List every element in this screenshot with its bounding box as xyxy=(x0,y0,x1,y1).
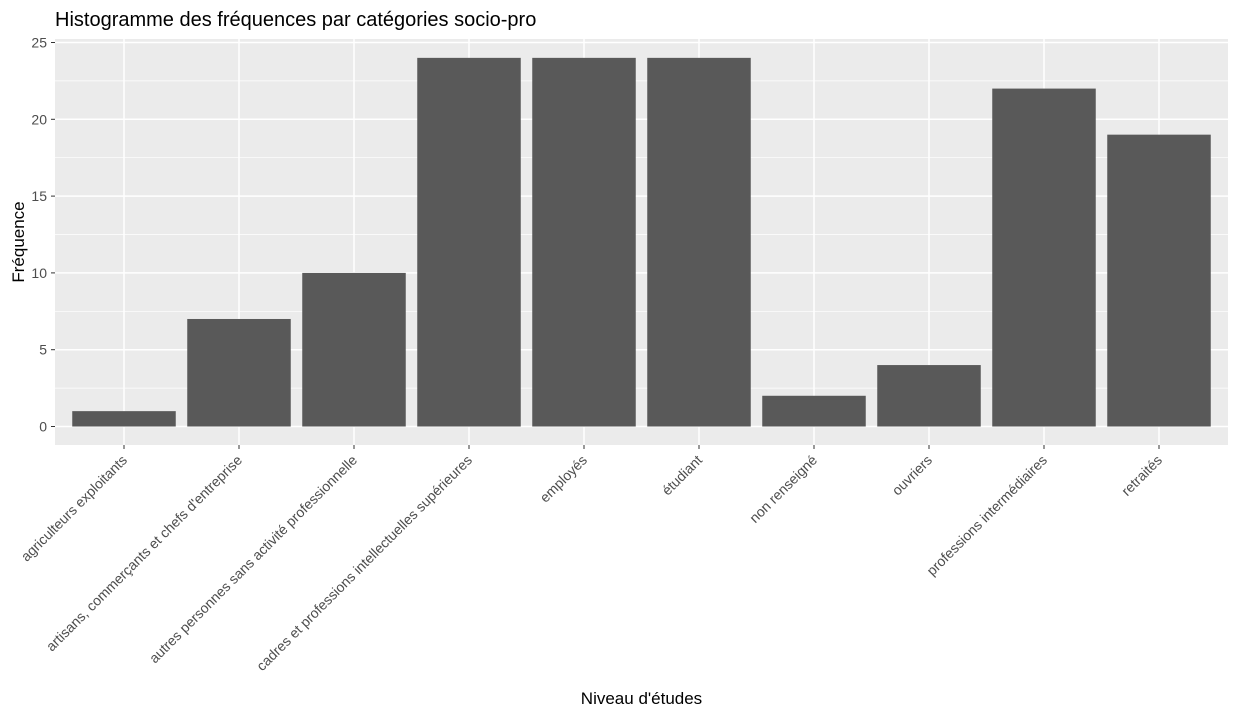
y-axis: 0 5 10 15 20 25 xyxy=(31,35,55,435)
bar xyxy=(1107,134,1211,427)
x-tick-label: artisans, commerçants et chefs d'entrepr… xyxy=(43,452,246,655)
bar xyxy=(187,318,291,427)
x-tick-label: employés xyxy=(536,452,590,506)
bar xyxy=(72,411,176,427)
bar xyxy=(302,272,406,427)
bars xyxy=(72,57,1211,427)
bar xyxy=(992,88,1096,427)
x-tick-label: étudiant xyxy=(659,452,706,499)
y-axis-title: Fréquence xyxy=(9,201,28,282)
chart-title: Histogramme des fréquences par catégorie… xyxy=(55,9,536,31)
x-tick-label: autres personnes sans activité professio… xyxy=(146,452,361,667)
x-tick-label: agriculteurs exploitants xyxy=(18,452,131,565)
x-axis-title: Niveau d'études xyxy=(581,689,702,708)
x-tick-label: cadres et professions intellectuelles su… xyxy=(253,452,475,674)
y-tick-label: 5 xyxy=(39,342,47,358)
y-tick-label: 10 xyxy=(31,265,47,281)
x-tick-label: professions intermédiaires xyxy=(923,452,1050,579)
bar xyxy=(417,57,521,427)
x-tick-label: ouvriers xyxy=(889,452,936,499)
bar xyxy=(762,395,866,427)
bar xyxy=(532,57,636,427)
x-tick-label: retraités xyxy=(1118,452,1165,499)
y-tick-label: 15 xyxy=(31,188,47,204)
y-tick-label: 20 xyxy=(31,111,47,127)
x-tick-label: non renseigné xyxy=(746,452,820,526)
bar xyxy=(647,57,751,427)
y-tick-label: 25 xyxy=(31,35,47,51)
bar xyxy=(877,365,981,427)
y-tick-label: 0 xyxy=(39,419,47,435)
